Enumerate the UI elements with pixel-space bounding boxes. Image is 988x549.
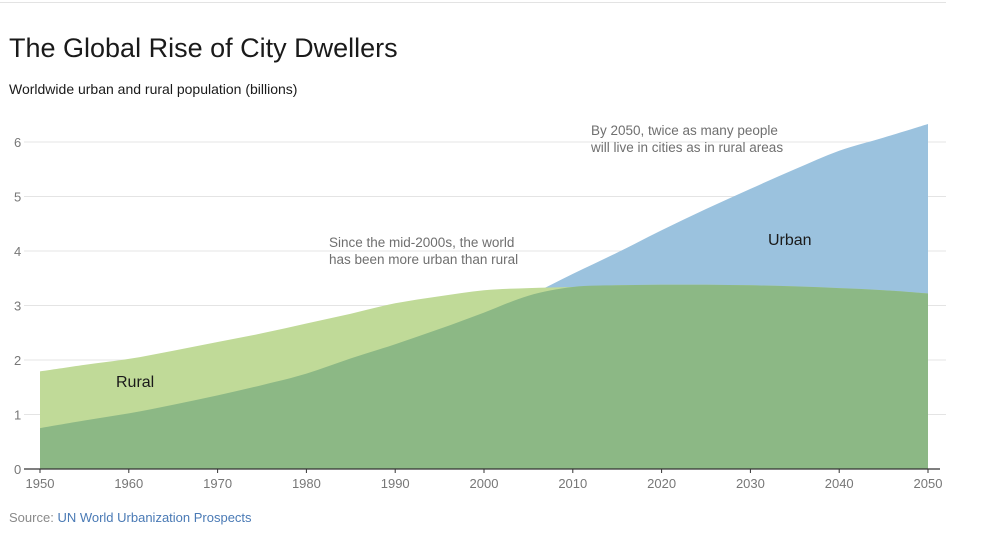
chart-labels: 0 1 2 3 4 5 6 1950 1960 1970 1980 1990 2000 2010 2020 2… (14, 123, 942, 491)
x-tick-label: 1950 (26, 476, 55, 491)
annotation-line: has been more urban than rural (329, 252, 518, 267)
urban-area-label: Urban (768, 232, 812, 249)
x-tick-label: 2010 (558, 476, 587, 491)
chart-title: The Global Rise of City Dwellers (9, 33, 398, 63)
y-tick-label: 3 (14, 299, 21, 314)
y-tick-label: 1 (14, 408, 21, 423)
x-tick-label: 1970 (203, 476, 232, 491)
y-tick-label: 6 (14, 135, 21, 150)
annotation-line: will live in cities as in rural areas (590, 140, 783, 155)
annotation-1: Since the mid-2000s, the world has been m… (329, 235, 518, 267)
x-tick-label: 2040 (825, 476, 854, 491)
source-note: Source: UN World Urbanization Prospects (9, 510, 252, 525)
annotation-line: By 2050, twice as many people (591, 123, 778, 138)
chart-subtitle: Worldwide urban and rural population (bi… (9, 81, 298, 97)
x-tick-label: 2030 (736, 476, 765, 491)
axes (24, 468, 940, 473)
rural-area-label: Rural (116, 374, 154, 391)
y-tick-label: 5 (14, 190, 21, 205)
annotation-line: Since the mid-2000s, the world (329, 235, 514, 250)
x-tick-label: 2020 (647, 476, 676, 491)
x-tick-label: 2000 (470, 476, 499, 491)
source-link[interactable]: UN World Urbanization Prospects (57, 510, 252, 525)
area-series (40, 124, 928, 469)
top-divider (0, 2, 946, 3)
y-tick-label: 4 (14, 244, 21, 259)
annotation-2: By 2050, twice as many people will live i… (590, 123, 783, 155)
x-tick-label: 2050 (914, 476, 943, 491)
y-tick-label: 2 (14, 353, 21, 368)
x-tick-label: 1980 (292, 476, 321, 491)
source-label: Source: (9, 510, 54, 525)
y-tick-label: 0 (14, 462, 21, 477)
x-tick-label: 1990 (381, 476, 410, 491)
overlap-area (40, 284, 928, 469)
x-tick-label: 1960 (114, 476, 143, 491)
